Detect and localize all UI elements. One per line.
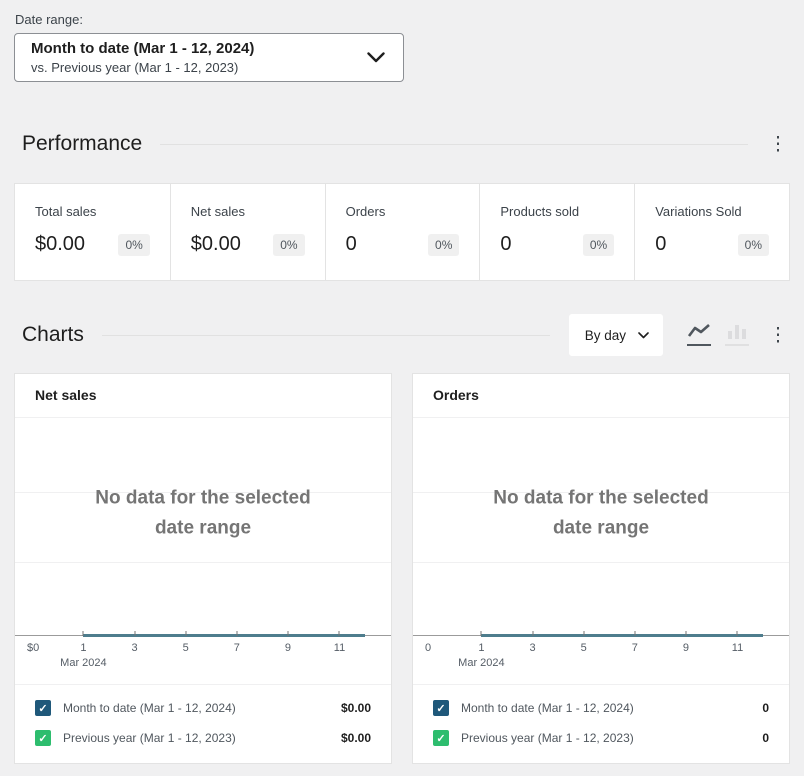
stat-value: $0.00 xyxy=(190,233,241,255)
legend-item-current-period[interactable]: ✓ Month to date (Mar 1 - 12, 2024) 0 xyxy=(413,693,789,723)
x-tick: 1 xyxy=(478,642,485,654)
legend-label: Month to date (Mar 1 - 12, 2024) xyxy=(461,701,634,715)
legend-value: $0.00 xyxy=(340,731,371,745)
legend-item-previous-period[interactable]: ✓ Previous year (Mar 1 - 12, 2023) $0.00 xyxy=(15,723,391,753)
checked-checkbox-icon[interactable]: ✓ xyxy=(433,700,449,716)
gridline xyxy=(15,491,391,493)
line-chart-icon[interactable] xyxy=(680,319,718,352)
no-data-message: No data for the selected date range xyxy=(95,488,311,539)
chart-card-orders: Orders No data for the selected date ran… xyxy=(412,373,790,764)
chevron-down-icon xyxy=(638,331,649,339)
stat-label: Orders xyxy=(345,204,386,219)
chart-plot-area[interactable]: No data for the selected date range xyxy=(15,418,391,637)
gridline xyxy=(413,491,789,493)
date-range-primary: Month to date (Mar 1 - 12, 2024) xyxy=(31,39,255,57)
stat-value: 0 xyxy=(655,233,667,255)
legend-value: 0 xyxy=(762,731,769,745)
chart-legend: ✓ Month to date (Mar 1 - 12, 2024) $0.00… xyxy=(15,684,391,763)
x-axis-month-label: Mar 2024 xyxy=(60,657,107,669)
charts-header: Charts By day ⋮ xyxy=(14,307,790,363)
x-axis: $0 1 3 5 7 9 11 Mar 2024 xyxy=(15,631,391,684)
x-tick: 7 xyxy=(631,642,638,654)
y-axis-zero-label: $0 xyxy=(27,642,40,654)
x-tick: 11 xyxy=(333,642,346,654)
chart-card-net-sales: Net sales No data for the selected date … xyxy=(14,373,392,764)
date-range-dropdown[interactable]: Month to date (Mar 1 - 12, 2024) vs. Pre… xyxy=(14,33,404,82)
x-tick: 11 xyxy=(731,642,744,654)
x-tick: 7 xyxy=(233,642,240,654)
bar-chart-icon[interactable] xyxy=(718,319,756,352)
chart-type-toggle xyxy=(680,319,756,352)
x-tick: 5 xyxy=(182,642,189,654)
chart-card-header: Orders xyxy=(413,374,789,418)
legend-item-previous-period[interactable]: ✓ Previous year (Mar 1 - 12, 2023) 0 xyxy=(413,723,789,753)
x-tick: 3 xyxy=(131,642,138,654)
legend-value: $0.00 xyxy=(340,701,371,715)
performance-divider xyxy=(160,143,748,145)
x-axis: 0 1 3 5 7 9 11 Mar 2024 xyxy=(413,631,789,684)
x-tick: 9 xyxy=(284,642,292,654)
stat-delta-badge: 0% xyxy=(737,233,769,256)
stat-label: Variations Sold xyxy=(655,204,742,219)
x-tick: 5 xyxy=(580,642,587,654)
stat-delta-badge: 0% xyxy=(582,233,615,256)
y-axis-zero-label: 0 xyxy=(425,642,432,654)
gridline xyxy=(413,562,789,564)
charts-menu-kebab-icon[interactable]: ⋮ xyxy=(768,324,788,346)
chart-card-header: Net sales xyxy=(15,374,391,418)
performance-menu-kebab-icon[interactable]: ⋮ xyxy=(768,133,788,155)
zero-data-line xyxy=(481,634,764,637)
date-range-selected: Month to date (Mar 1 - 12, 2024) vs. Pre… xyxy=(31,39,254,77)
stat-card-net-sales[interactable]: Net sales $0.00 0% xyxy=(169,184,325,280)
stat-card-variations-sold[interactable]: Variations Sold 0 0% xyxy=(634,184,789,280)
checked-checkbox-icon[interactable]: ✓ xyxy=(433,730,449,746)
gridline xyxy=(15,562,391,564)
stat-card-orders[interactable]: Orders 0 0% xyxy=(324,184,480,280)
stat-delta-badge: 0% xyxy=(273,233,305,256)
stat-card-products-sold[interactable]: Products sold 0 0% xyxy=(479,184,634,280)
legend-value: 0 xyxy=(762,701,769,715)
legend-item-current-period[interactable]: ✓ Month to date (Mar 1 - 12, 2024) $0.00 xyxy=(15,693,391,723)
no-data-message: No data for the selected date range xyxy=(493,488,709,539)
stat-delta-badge: 0% xyxy=(428,233,460,256)
interval-select-value: By day xyxy=(584,327,626,343)
zero-data-line xyxy=(83,634,366,637)
stat-card-total-sales[interactable]: Total sales $0.00 0% xyxy=(15,184,170,280)
legend-label: Previous year (Mar 1 - 12, 2023) xyxy=(461,731,634,745)
chart-card-title: Net sales xyxy=(35,387,97,403)
checked-checkbox-icon[interactable]: ✓ xyxy=(35,730,51,746)
date-range-secondary: vs. Previous year (Mar 1 - 12, 2023) xyxy=(31,59,239,75)
interval-select[interactable]: By day xyxy=(567,313,664,357)
stat-label: Total sales xyxy=(35,204,97,219)
x-axis-month-label: Mar 2024 xyxy=(458,657,505,669)
legend-label: Month to date (Mar 1 - 12, 2024) xyxy=(63,701,236,715)
charts-grid: Net sales No data for the selected date … xyxy=(14,373,790,764)
performance-stats-row: Total sales $0.00 0% Net sales $0.00 0% … xyxy=(14,183,790,281)
performance-title: Performance xyxy=(22,132,143,155)
stat-value: 0 xyxy=(500,233,512,255)
x-tick: 1 xyxy=(80,642,87,654)
legend-label: Previous year (Mar 1 - 12, 2023) xyxy=(63,731,236,745)
stat-label: Net sales xyxy=(190,204,245,219)
x-tick: 9 xyxy=(682,642,690,654)
chevron-down-icon xyxy=(367,52,385,63)
charts-divider xyxy=(101,334,550,336)
stat-delta-badge: 0% xyxy=(118,233,150,256)
stat-value: 0 xyxy=(345,233,357,255)
chart-card-title: Orders xyxy=(433,387,479,403)
date-range-label: Date range: xyxy=(15,12,83,27)
stat-value: $0.00 xyxy=(35,233,86,255)
stat-label: Products sold xyxy=(500,204,580,219)
performance-header: Performance ⋮ xyxy=(14,122,790,166)
checked-checkbox-icon[interactable]: ✓ xyxy=(35,700,51,716)
x-tick: 3 xyxy=(529,642,536,654)
chart-legend: ✓ Month to date (Mar 1 - 12, 2024) 0 ✓ P… xyxy=(413,684,789,763)
charts-title: Charts xyxy=(22,323,84,346)
chart-plot-area[interactable]: No data for the selected date range xyxy=(413,418,789,637)
